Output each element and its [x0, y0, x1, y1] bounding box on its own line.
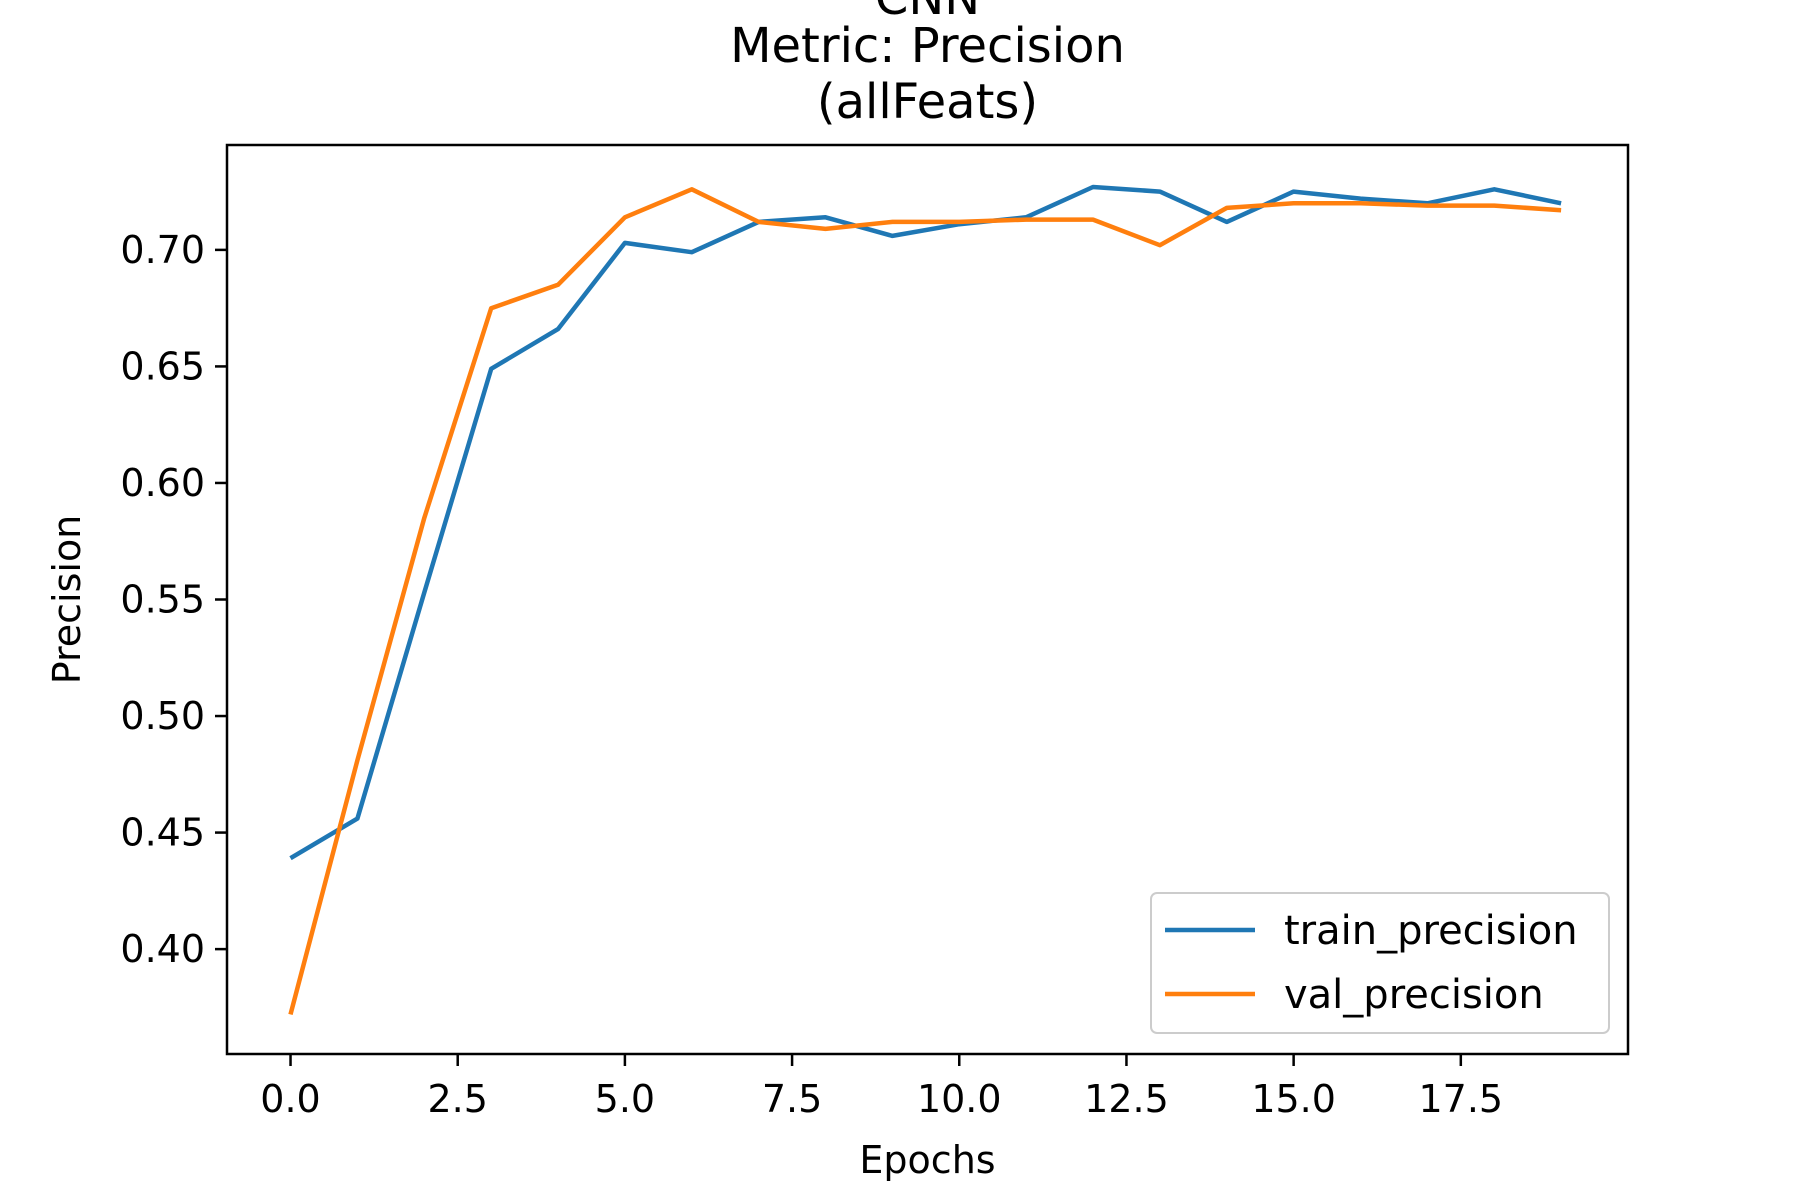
x-axis-ticks: 0.0 2.5 5.0 7.5 10.0 12.5 15.0 17.5 — [260, 1054, 1503, 1121]
x-tick-label: 17.5 — [1419, 1077, 1504, 1121]
y-tick-label: 0.40 — [120, 927, 205, 971]
x-tick-label: 7.5 — [762, 1077, 822, 1121]
series-line-val-precision — [288, 187, 1562, 1015]
legend: train_precision val_precision — [1150, 892, 1610, 1034]
x-tick-label: 15.0 — [1251, 1077, 1336, 1121]
chart-title-line-1: CNN — [875, 0, 980, 26]
series-line-train-precision — [289, 184, 1562, 861]
x-tick-label: 0.0 — [260, 1077, 320, 1121]
y-tick-label: 0.65 — [120, 344, 205, 388]
y-tick-label: 0.55 — [120, 578, 205, 622]
x-tick-label: 10.0 — [917, 1077, 1002, 1121]
y-tick-label: 0.50 — [120, 694, 205, 738]
x-tick-label: 12.5 — [1084, 1077, 1169, 1121]
y-tick-label: 0.70 — [120, 228, 205, 272]
legend-label-val-precision: val_precision — [1284, 972, 1544, 1018]
x-tick-label: 5.0 — [595, 1077, 655, 1121]
y-tick-label: 0.45 — [120, 811, 205, 855]
y-axis-label: Precision — [45, 515, 89, 685]
chart-title: CNN Metric: Precision (allFeats) — [730, 0, 1125, 130]
chart-title-line-3: (allFeats) — [817, 74, 1038, 130]
chart-title-line-2: Metric: Precision — [730, 18, 1125, 74]
x-axis-label: Epochs — [859, 1138, 995, 1182]
series-lines — [288, 184, 1562, 1015]
legend-box — [1150, 892, 1610, 1034]
legend-label-train-precision: train_precision — [1284, 908, 1578, 954]
y-axis-ticks: 0.40 0.45 0.50 0.55 0.60 0.65 0.70 — [120, 228, 227, 971]
x-tick-label: 2.5 — [427, 1077, 487, 1121]
y-tick-label: 0.60 — [120, 461, 205, 505]
